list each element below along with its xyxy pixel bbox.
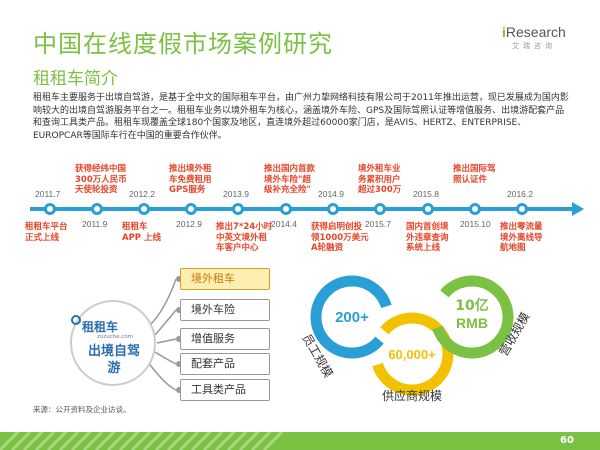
timeline-event: 推出国内首款 境外车险"超 级补充全险"	[264, 164, 316, 195]
timeline-event: 推出境外租 车免费租用 GPS服务	[169, 164, 212, 195]
supplier-label: 供应商规模	[382, 388, 442, 403]
timeline-date: 2011.7	[35, 189, 61, 199]
timeline-date: 2012.2	[129, 189, 155, 199]
staff-value: 200+	[335, 309, 369, 326]
page-number: 60	[560, 435, 574, 446]
timeline-event: 国内首创境 外违章查询 系统上线	[406, 222, 449, 253]
timeline-dot	[280, 203, 292, 215]
service-supporting-products: 配套产品	[180, 353, 270, 375]
service-value-added: 增值服务	[180, 328, 270, 350]
timeline-date: 2014.4	[271, 219, 297, 229]
timeline-event: 推出零流量 境外离线导 航地图	[500, 222, 543, 253]
timeline-date: 2016.2	[507, 189, 533, 199]
page-subtitle: 租租车简介	[33, 69, 118, 89]
timeline-event: 推出国际驾 照认证件	[453, 164, 496, 185]
timeline-dot	[327, 203, 339, 215]
timeline-dot	[232, 203, 244, 215]
timeline-dot	[516, 203, 528, 215]
service-dot	[176, 307, 182, 313]
timeline-date: 2011.9	[82, 219, 108, 229]
service-dot	[176, 336, 182, 342]
timeline: 2011.7 租租车平台 正式上线 2011.9 获得经纬中国 300万人民币 天使轮…	[20, 150, 595, 258]
source-note: 来源：公开资料及企业访谈。	[33, 405, 131, 414]
timeline-event: 获得经纬中国 300万人民币 天使轮投资	[75, 164, 127, 195]
timeline-dot	[374, 203, 386, 215]
service-dot	[176, 361, 182, 367]
timeline-date: 2012.9	[176, 219, 202, 229]
timeline-event: 获得启明创投 领1000万美元 A轮融资	[311, 222, 369, 253]
page-title: 中国在线度假市场案例研究	[33, 30, 333, 58]
service-dot	[176, 387, 182, 393]
timeline-date: 2014.9	[318, 189, 344, 199]
timeline-event: 租租车平台 正式上线	[25, 222, 68, 243]
service-overseas-rental: 境外租车	[180, 268, 270, 290]
zuzuche-slogan: 出境自驾游	[87, 344, 140, 376]
revenue-value-2: RMB	[456, 315, 488, 331]
service-dot	[176, 276, 182, 282]
iresearch-logo: iResearch 艾瑞咨询	[502, 24, 566, 50]
zuzuche-logo-circle	[70, 300, 156, 386]
timeline-arrow-icon	[572, 202, 584, 216]
service-overseas-insurance: 境外车险	[180, 299, 270, 321]
magnifier-icon	[71, 315, 81, 325]
timeline-date: 2015.8	[413, 189, 439, 199]
timeline-event: 租租车 APP 上线	[122, 222, 161, 243]
timeline-dot	[44, 203, 56, 215]
timeline-event: 推出7*24小时 中英文境外租 车客户中心	[216, 222, 273, 253]
supplier-value: 60,000+	[388, 347, 436, 362]
metrics-rings: 200+ 60,000+ 10亿 RMB 员工规模 供应商规模 营收规模	[299, 275, 533, 403]
timeline-event: 境外租车业 务累积用户 超过300万	[358, 164, 402, 195]
timeline-date: 2013.9	[223, 189, 249, 199]
timeline-dot	[469, 203, 481, 215]
service-tools: 工具类产品	[180, 379, 270, 401]
timeline-dot	[185, 203, 197, 215]
zuzuche-url: zuzuche.com	[97, 334, 134, 340]
timeline-dot	[138, 203, 150, 215]
revenue-value-1: 10亿	[455, 297, 488, 314]
intro-text: 租租车主要服务于出境自驾游，是基于全中文的国际租车平台，由广州力挚网络科技有限公…	[33, 93, 569, 141]
timeline-date: 2015.10	[460, 219, 491, 229]
timeline-axis	[30, 207, 575, 211]
footer-stripes	[0, 432, 284, 450]
timeline-date: 2015.7	[365, 219, 391, 229]
timeline-dot	[422, 203, 434, 215]
zuzuche-brand: 租租车	[82, 320, 119, 334]
timeline-dot	[91, 203, 103, 215]
